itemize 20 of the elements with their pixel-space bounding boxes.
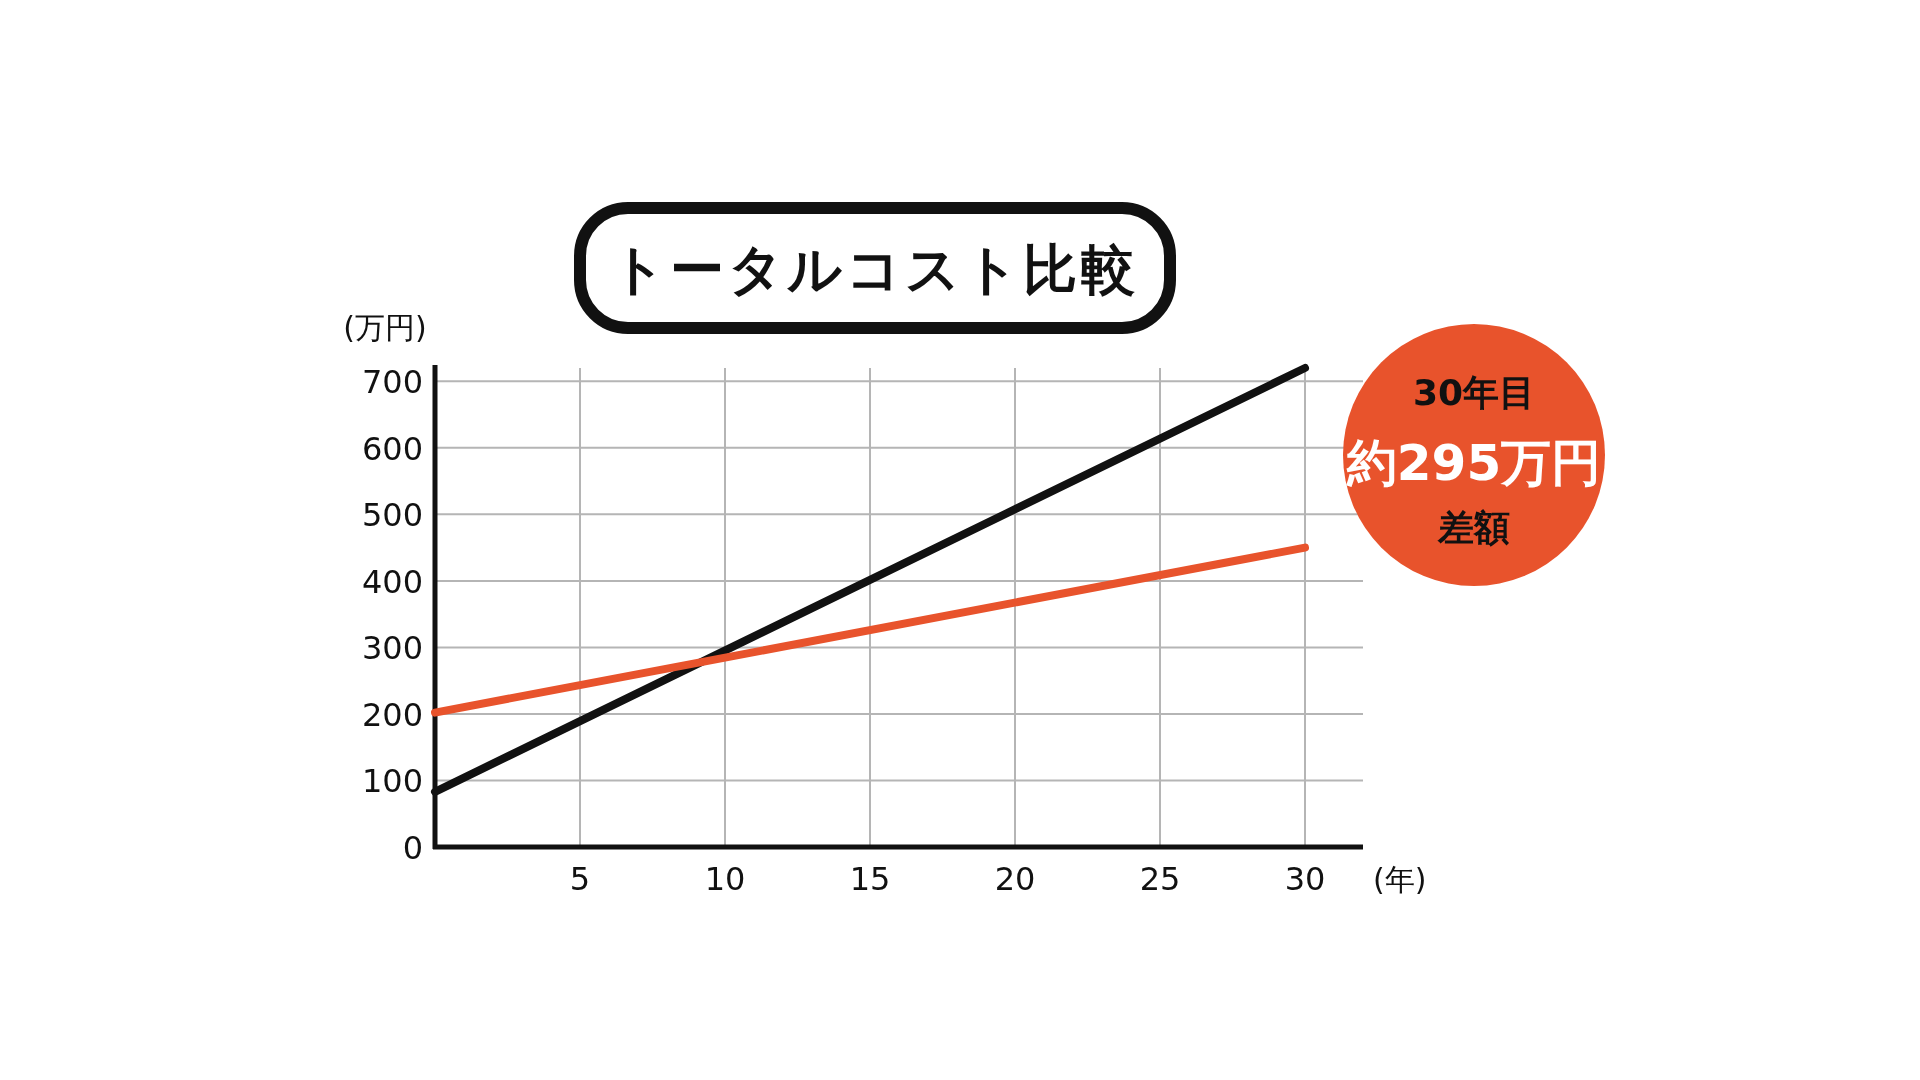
x-tick-label: 5 — [569, 860, 591, 898]
x-axis-title: (年) — [1373, 862, 1427, 897]
y-tick-label: 500 — [361, 496, 423, 535]
y-tick-label: 0 — [402, 829, 423, 867]
y-tick-label: 200 — [361, 695, 423, 734]
y-tick-label: 400 — [361, 562, 423, 601]
y-tick-label: 700 — [361, 363, 423, 402]
x-tick-label: 10 — [704, 860, 746, 898]
x-tick-label: 30 — [1284, 860, 1326, 898]
y-tick-label: 600 — [361, 429, 423, 468]
y-axis-title: (万円) — [343, 310, 427, 345]
x-tick-label: 20 — [994, 860, 1036, 898]
text: 差額 — [1437, 507, 1510, 548]
y-tick-label: 100 — [361, 762, 423, 801]
x-tick-label: 25 — [1139, 860, 1181, 898]
text: 30年目 — [1412, 372, 1536, 413]
chart-title: トータルコスト比較 — [611, 238, 1139, 301]
x-tick-label: 15 — [849, 860, 891, 898]
y-tick-label: 300 — [361, 629, 423, 668]
annotation: 約295万円 — [1345, 434, 1602, 492]
